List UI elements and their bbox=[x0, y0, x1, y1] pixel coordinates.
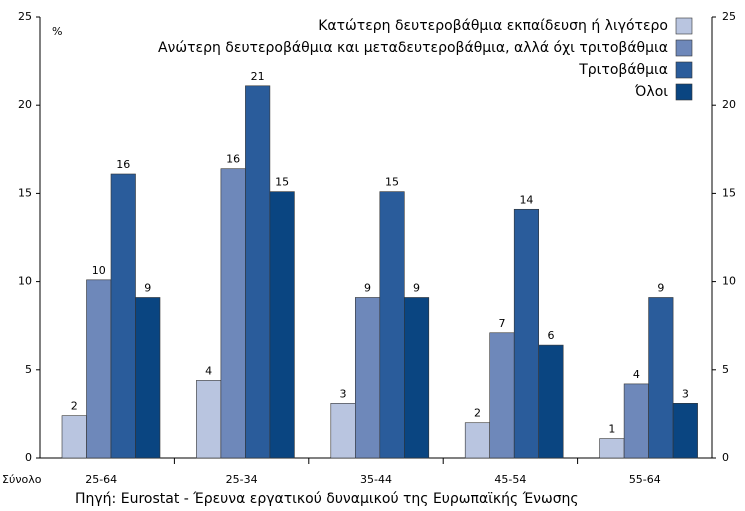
value-label: 9 bbox=[413, 281, 420, 294]
y-tick-label: 0 bbox=[25, 451, 32, 464]
legend-swatch bbox=[675, 61, 693, 79]
y2-tick-label: 25 bbox=[722, 10, 736, 23]
y2-tick-label: 20 bbox=[722, 98, 736, 111]
legend-label: Ανώτερη δευτεροβάθμια και μεταδευτεροβάθ… bbox=[158, 40, 668, 56]
value-label: 3 bbox=[340, 387, 347, 400]
bar bbox=[464, 422, 491, 459]
total-label: Σύνολο bbox=[2, 473, 42, 486]
bar bbox=[403, 297, 430, 459]
y-tick-label: 25 bbox=[18, 10, 32, 23]
x-tick-label: 55-64 bbox=[629, 473, 661, 486]
bar bbox=[599, 438, 625, 459]
value-label: 9 bbox=[144, 281, 151, 294]
legend-label: Κατώτερη δευτεροβάθμια εκπαίδευση ή λιγό… bbox=[318, 18, 668, 34]
value-label: 3 bbox=[682, 387, 689, 400]
bar bbox=[513, 208, 540, 459]
x-tick-label: 25-64 bbox=[85, 473, 117, 486]
bar bbox=[245, 85, 271, 459]
bar bbox=[489, 332, 515, 459]
y-tick-label: 20 bbox=[18, 98, 32, 111]
value-label: 10 bbox=[92, 264, 106, 277]
bar bbox=[220, 168, 246, 459]
legend-swatch bbox=[675, 39, 693, 57]
y-tick-label: 15 bbox=[18, 186, 32, 199]
bar bbox=[135, 297, 161, 459]
bar bbox=[61, 415, 87, 459]
y2-tick-label: 10 bbox=[722, 275, 736, 288]
unit-label: % bbox=[52, 25, 62, 38]
bar bbox=[86, 279, 112, 459]
x-tick-label: 25-34 bbox=[226, 473, 258, 486]
y-tick-label: 10 bbox=[18, 275, 32, 288]
bar bbox=[330, 403, 356, 459]
value-label: 2 bbox=[474, 407, 481, 420]
bar bbox=[196, 380, 222, 459]
value-label: 15 bbox=[385, 176, 399, 189]
legend-label: Τριτοβάθμια bbox=[578, 62, 668, 78]
bar bbox=[623, 383, 649, 459]
bar bbox=[538, 344, 564, 459]
value-label: 16 bbox=[116, 158, 130, 171]
value-label: 2 bbox=[71, 400, 78, 413]
y2-tick-label: 5 bbox=[722, 363, 729, 376]
x-tick-label: 35-44 bbox=[360, 473, 392, 486]
value-label: 4 bbox=[205, 364, 212, 377]
bar bbox=[110, 173, 136, 459]
value-label: 6 bbox=[547, 329, 554, 342]
value-label: 21 bbox=[251, 70, 265, 83]
legend-label: Όλοι bbox=[634, 84, 668, 100]
bar bbox=[648, 297, 674, 459]
value-label: 4 bbox=[633, 368, 640, 381]
value-label: 1 bbox=[608, 423, 615, 436]
bar bbox=[672, 403, 698, 459]
value-label: 7 bbox=[498, 317, 505, 330]
value-label: 14 bbox=[519, 193, 533, 206]
value-label: 15 bbox=[275, 176, 289, 189]
y-tick-label: 5 bbox=[25, 363, 32, 376]
x-tick-label: 45-54 bbox=[494, 473, 526, 486]
legend-swatch bbox=[675, 17, 693, 35]
bar bbox=[269, 191, 295, 459]
y2-tick-label: 0 bbox=[722, 451, 729, 464]
bar bbox=[379, 191, 405, 459]
y2-tick-label: 15 bbox=[722, 186, 736, 199]
legend-swatch bbox=[675, 83, 693, 101]
value-label: 9 bbox=[657, 281, 664, 294]
value-label: 16 bbox=[226, 153, 240, 166]
value-label: 9 bbox=[364, 281, 371, 294]
source: Πηγή: Eurostat - Έρευνα εργατικού δυναμι… bbox=[75, 491, 579, 507]
bar bbox=[354, 297, 381, 459]
